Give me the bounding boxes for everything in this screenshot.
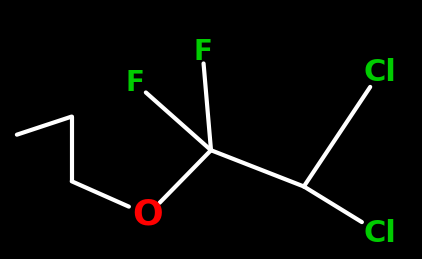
Text: O: O	[133, 198, 163, 232]
Text: Cl: Cl	[363, 219, 396, 248]
Text: F: F	[193, 38, 212, 66]
Text: F: F	[126, 69, 144, 97]
Text: Cl: Cl	[363, 58, 396, 87]
